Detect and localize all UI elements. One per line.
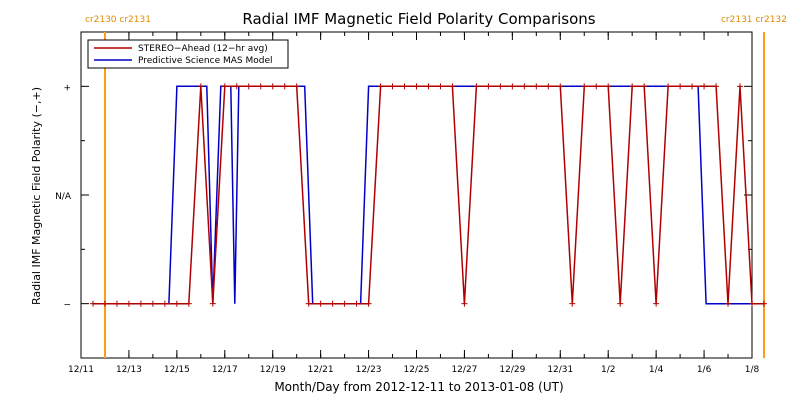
data-point-0-41 [581, 83, 588, 90]
data-point-0-21 [341, 300, 348, 307]
data-point-0-45 [629, 83, 636, 90]
data-point-0-44 [617, 300, 624, 307]
x-tick-label: 1/6 [697, 365, 712, 375]
data-point-0-28 [425, 83, 432, 90]
data-point-0-32 [473, 83, 480, 90]
data-point-0-40 [569, 300, 576, 307]
y-tick-label: N/A [55, 192, 72, 202]
data-point-0-50 [689, 83, 696, 90]
data-point-0-10 [209, 300, 216, 307]
y-axis-label: Radial IMF Magnetic Field Polarity (−,+) [30, 87, 43, 305]
legend-label-stereo: STEREO−Ahead (12−hr avg) [138, 44, 268, 54]
data-point-0-0 [89, 300, 96, 307]
data-point-0-23 [365, 300, 372, 307]
data-point-0-16 [281, 83, 288, 90]
chart-title: Radial IMF Magnetic Field Polarity Compa… [242, 10, 595, 28]
series-line-0 [93, 85, 764, 305]
x-tick-label: 12/15 [164, 365, 190, 375]
data-point-0-4 [137, 300, 144, 307]
data-point-0-46 [641, 83, 648, 90]
x-tick-label: 12/19 [260, 365, 286, 375]
x-tick-label: 12/25 [404, 365, 430, 375]
data-point-0-29 [437, 83, 444, 90]
series-layer [89, 83, 767, 307]
carrington-label-1: cr2131 cr2132 [721, 15, 787, 25]
data-point-0-13 [245, 83, 252, 90]
data-point-0-6 [161, 300, 168, 307]
data-point-0-14 [257, 83, 264, 90]
series-line-1 [105, 85, 764, 305]
data-point-0-43 [605, 83, 612, 90]
data-point-0-7 [173, 300, 180, 307]
legend: STEREO−Ahead (12−hr avg) Predictive Scie… [87, 39, 289, 69]
x-tick-label: 12/11 [68, 365, 94, 375]
data-point-0-5 [149, 300, 156, 307]
data-point-0-38 [545, 83, 552, 90]
data-point-0-33 [485, 83, 492, 90]
x-tick-label: 12/21 [308, 365, 334, 375]
legend-label-mas: Predictive Science MAS Model [138, 56, 273, 66]
data-point-0-22 [353, 300, 360, 307]
x-tick-label: 12/29 [499, 365, 525, 375]
data-point-0-35 [509, 83, 516, 90]
data-point-0-8 [185, 300, 192, 307]
data-point-0-51 [701, 83, 708, 90]
data-point-0-55 [749, 300, 755, 307]
data-point-0-25 [389, 83, 396, 90]
data-point-0-15 [269, 83, 276, 90]
data-point-0-36 [521, 83, 528, 90]
data-point-0-54 [737, 83, 744, 90]
x-tick-label: 1/4 [649, 365, 664, 375]
x-tick-label: 1/2 [601, 365, 615, 375]
data-point-0-11 [221, 83, 228, 90]
data-point-0-34 [497, 83, 504, 90]
data-point-0-56 [760, 300, 767, 307]
data-point-0-17 [293, 83, 300, 90]
data-point-0-53 [725, 300, 732, 307]
x-tick-label: 12/17 [212, 365, 238, 375]
data-point-0-12 [233, 83, 240, 90]
x-tick-label: 1/8 [745, 365, 760, 375]
x-tick-label: 12/13 [116, 365, 142, 375]
y-tick-label: − [63, 301, 71, 311]
data-point-0-2 [113, 300, 120, 307]
data-point-0-1 [101, 300, 108, 307]
data-point-0-26 [401, 83, 408, 90]
data-point-0-3 [125, 300, 132, 307]
carrington-label-0: cr2130 cr2131 [85, 15, 151, 25]
data-point-0-47 [653, 300, 660, 307]
data-point-0-19 [317, 300, 324, 307]
y-tick-label: + [63, 83, 71, 93]
data-point-0-30 [449, 83, 456, 90]
data-point-0-9 [197, 83, 204, 90]
data-point-0-18 [305, 300, 312, 307]
legend-box [87, 39, 289, 69]
y-ticks: + N/A − [55, 31, 752, 359]
data-point-0-42 [593, 83, 600, 90]
data-point-0-31 [461, 300, 468, 307]
x-tick-label: 12/23 [356, 365, 382, 375]
plot-frame [80, 31, 753, 359]
x-ticks: 12/11 12/13 12/15 12/17 12/19 12/21 12/23 12/25… [68, 32, 760, 375]
data-point-0-37 [533, 83, 540, 90]
x-axis-label: Month/Day from 2012-12-11 to 2013-01-08 … [274, 380, 563, 394]
data-point-0-24 [377, 83, 384, 90]
data-point-0-49 [677, 83, 684, 90]
data-point-0-27 [413, 83, 420, 90]
data-point-0-48 [665, 83, 672, 90]
data-point-0-52 [713, 83, 720, 90]
x-tick-label: 12/27 [451, 365, 477, 375]
data-point-0-20 [329, 300, 336, 307]
data-point-0-39 [557, 83, 564, 90]
x-tick-label: 12/31 [547, 365, 573, 375]
